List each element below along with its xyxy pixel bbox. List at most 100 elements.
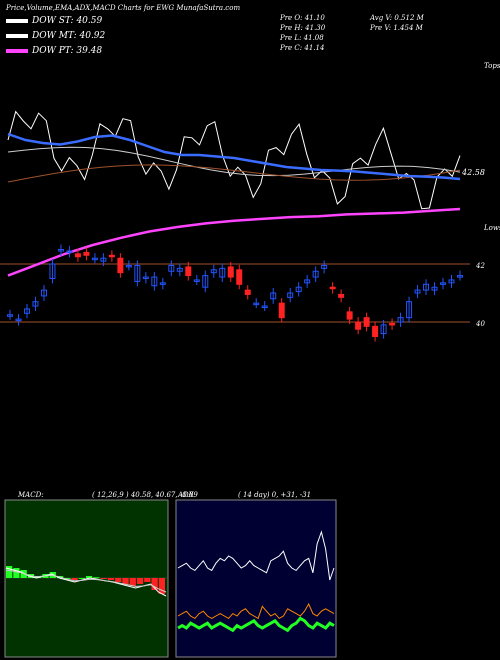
candle-body <box>159 282 166 285</box>
adx-plus-di-line <box>177 616 335 633</box>
ema-mt-line <box>7 146 461 177</box>
macd-histogram-bar <box>93 577 100 579</box>
candle-body <box>193 279 200 282</box>
macd-histogram-bar <box>151 578 158 590</box>
macd-histogram-bar <box>86 576 93 578</box>
level-42-label: 42 <box>476 262 485 270</box>
prev-high: Pre H: 41.30 <box>280 24 326 32</box>
prev-close: Pre C: 41.14 <box>280 44 325 52</box>
tops-label: Tops <box>484 62 500 70</box>
candle-body <box>278 302 285 319</box>
candle-body <box>117 257 124 274</box>
legend-label-mt: DOW MT: 40.92 <box>32 31 106 41</box>
macd-histogram-bar <box>115 578 122 582</box>
prev-low: Pre L: 41.08 <box>280 34 324 42</box>
candle-body <box>312 270 319 278</box>
candle-body <box>346 311 353 320</box>
prev-volume: Pre V: 1.454 M <box>370 24 423 32</box>
macd-histogram-bar <box>107 578 115 580</box>
candle-body <box>414 289 421 294</box>
candle-body <box>210 269 217 274</box>
macd-histogram-bar <box>136 578 144 584</box>
candle-body <box>91 257 98 261</box>
dow-pt-line <box>7 207 461 277</box>
candle-body <box>397 317 404 323</box>
legend-dow-mt: DOW MT: 40.92 <box>6 31 105 41</box>
candle-body <box>355 321 362 330</box>
candle-body <box>304 279 311 284</box>
candle-body <box>7 314 13 317</box>
candle-body <box>236 269 243 285</box>
candle-body <box>74 253 81 258</box>
macd-signal-line <box>5 569 167 593</box>
chart-title: Price,Volume,EMA,ADX,MACD Charts for EWG… <box>6 4 241 12</box>
candle-body <box>321 264 328 269</box>
macd-histogram-bar <box>71 578 78 580</box>
candle-body <box>32 301 39 307</box>
legend-dow-st: DOW ST: 40.59 <box>6 16 102 26</box>
candle-body <box>261 305 268 309</box>
ema-fast-line <box>7 132 461 181</box>
candle-body <box>338 293 345 298</box>
candle-body <box>270 292 277 300</box>
candle-body <box>244 289 251 295</box>
avg-volume: Avg V: 0.512 M <box>370 14 424 22</box>
macd-histogram-bar <box>78 578 85 579</box>
adx-minus-di-line <box>177 602 335 620</box>
adx-panel <box>175 499 337 658</box>
candle-body <box>15 318 22 322</box>
candle-body <box>142 276 149 280</box>
candle-body <box>431 286 438 291</box>
macd-histogram-bar <box>144 578 151 582</box>
candle-body <box>227 266 234 278</box>
macd-histogram-bar <box>158 578 165 594</box>
adx-label: ADX <box>178 491 194 499</box>
macd-histogram-bar <box>100 578 107 579</box>
level-40-label: 40 <box>476 320 485 328</box>
candle-body <box>57 249 64 252</box>
macd-histogram-bar <box>13 568 20 578</box>
candle-body <box>100 257 107 262</box>
ema-slow-line <box>7 164 461 183</box>
upper-price-line <box>7 110 461 210</box>
legend-swatch-mt <box>6 33 28 38</box>
candle-body <box>295 286 302 293</box>
macd-params: ( 12,26,9 ) 40.58, 40.67, -0.09 <box>92 491 198 499</box>
candle-body <box>440 282 447 285</box>
ema-value-label: 42.58 <box>462 168 485 177</box>
candle-body <box>168 264 175 272</box>
candle-body <box>448 279 455 284</box>
macd-label: MACD: <box>18 491 44 499</box>
prev-open: Pre O: 41.10 <box>280 14 325 22</box>
adx-line <box>177 530 335 581</box>
candle-body <box>457 275 463 278</box>
macd-histogram-bar <box>64 578 71 579</box>
candle-body <box>406 301 413 319</box>
candle-body <box>389 322 396 326</box>
candle-body <box>66 250 73 253</box>
candle-body <box>23 308 30 314</box>
candle-body <box>253 302 260 306</box>
candle-body <box>185 266 192 277</box>
macd-line <box>5 567 167 597</box>
candle-body <box>329 286 336 290</box>
lows-label: Lows <box>484 224 500 232</box>
candle-body <box>108 254 115 258</box>
candle-body <box>176 267 183 272</box>
legend-label-pt: DOW PT: 39.48 <box>32 46 103 56</box>
macd-histogram-bar <box>129 578 136 586</box>
legend-swatch-st <box>6 18 28 23</box>
adx-params: ( 14 day) 0, +31, -31 <box>238 491 312 499</box>
macd-histogram-bar <box>122 578 129 584</box>
candle-body <box>363 317 370 327</box>
candle-body <box>40 289 47 297</box>
candle-body <box>287 292 294 298</box>
candle-body <box>423 283 430 291</box>
candle-body <box>49 263 56 279</box>
candle-body <box>125 264 132 268</box>
candle-body <box>151 276 158 287</box>
legend-label-st: DOW ST: 40.59 <box>32 16 103 26</box>
candle-body <box>380 324 387 335</box>
macd-histogram-bar <box>6 566 13 578</box>
